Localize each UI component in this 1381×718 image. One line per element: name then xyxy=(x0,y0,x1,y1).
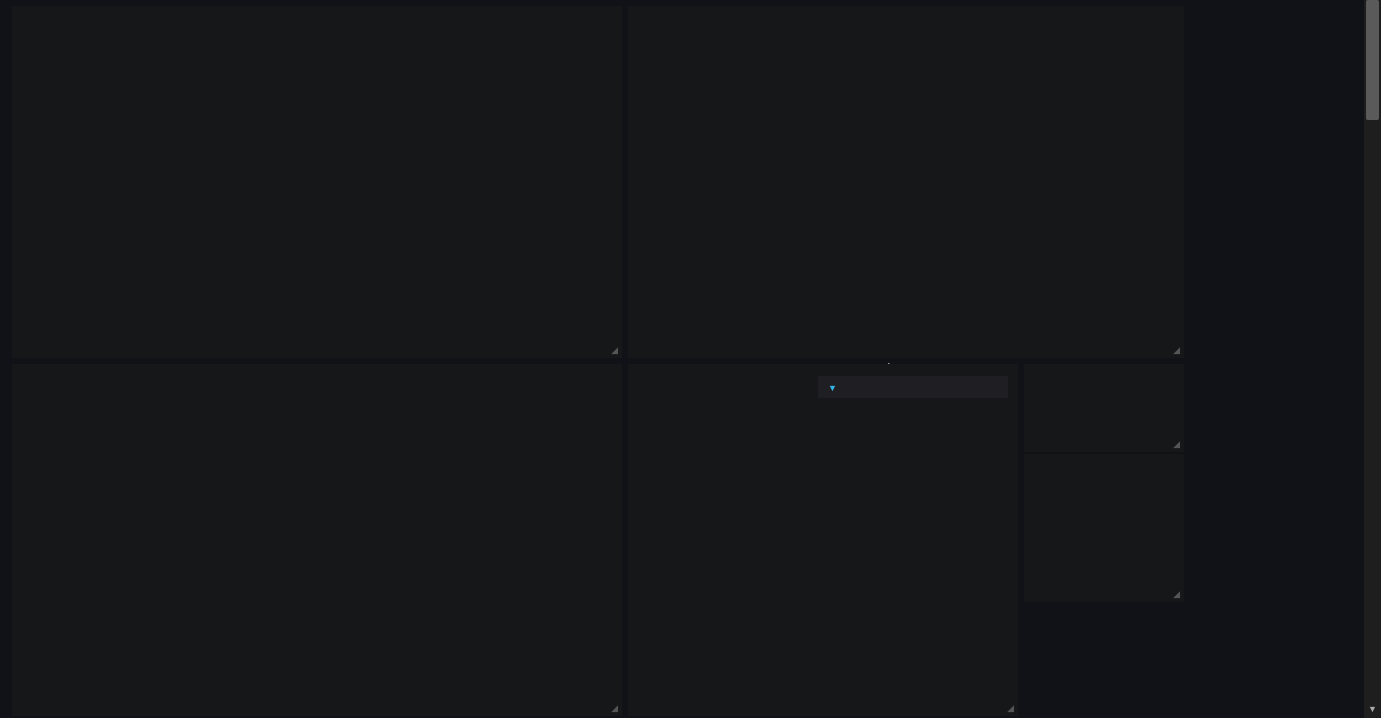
resize-handle-icon[interactable]: ◢ xyxy=(611,346,618,356)
legend-total-power xyxy=(22,348,612,352)
panel-kwh-today[interactable]: ◢ xyxy=(1024,364,1184,452)
panel-last-7-days[interactable]: ▼ ◢ xyxy=(808,364,1018,716)
dashboard: ◢ ◢ ◢ i ◢ ▼ ◢ xyxy=(0,0,1381,718)
chart-total-usage[interactable] xyxy=(638,18,1174,348)
resize-handle-icon[interactable]: ◢ xyxy=(1173,346,1180,356)
resize-handle-icon[interactable]: ◢ xyxy=(611,704,618,714)
scroll-down-icon[interactable]: ▼ xyxy=(1364,701,1381,718)
chart-total-power[interactable] xyxy=(22,18,612,348)
sort-desc-icon: ▼ xyxy=(828,384,837,394)
panel-total-power[interactable]: ◢ xyxy=(12,6,622,358)
panel-current-use[interactable]: ◢ xyxy=(1024,454,1184,602)
column-header-date[interactable]: ▼ xyxy=(826,380,920,394)
resize-handle-icon[interactable]: ◢ xyxy=(1007,704,1014,714)
legend-total-usage xyxy=(638,348,1174,352)
panel-hourly-usage[interactable]: ◢ xyxy=(12,364,622,716)
resize-handle-icon[interactable]: ◢ xyxy=(1173,440,1180,450)
gauge xyxy=(1028,468,1188,578)
panel-total-usage[interactable]: ◢ xyxy=(628,6,1184,358)
chart-hourly[interactable] xyxy=(22,376,612,706)
legend-hourly xyxy=(22,706,612,710)
scrollbar-thumb[interactable] xyxy=(1366,0,1379,120)
resize-handle-icon[interactable]: ◢ xyxy=(1173,590,1180,600)
vertical-scrollbar[interactable]: ▲ ▼ xyxy=(1364,0,1381,718)
table-header: ▼ xyxy=(818,376,1008,398)
column-header-kwh[interactable] xyxy=(920,380,1000,394)
